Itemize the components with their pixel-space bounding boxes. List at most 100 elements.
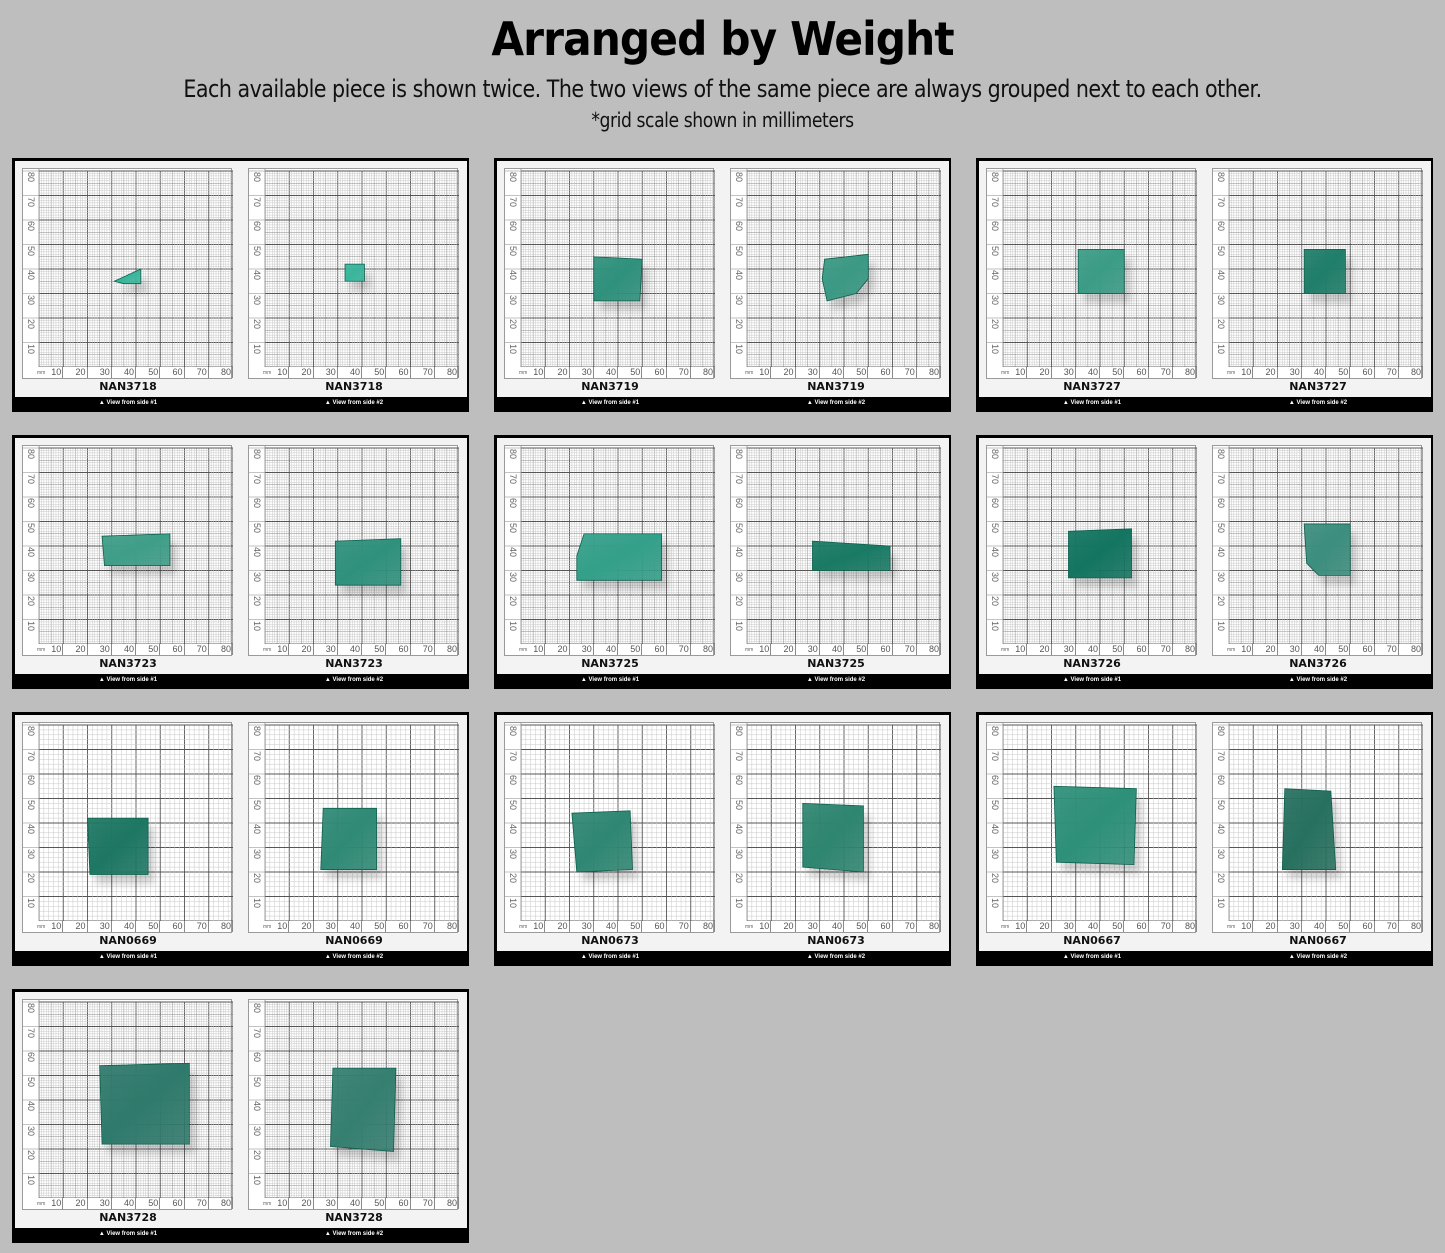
x-tick-label: 60 bbox=[1362, 367, 1375, 378]
view-side-1[interactable]: 80 70 60 50 40 30 20 10 mm 10 20 30 40 50 60 70 80 NAN0… bbox=[15, 715, 241, 951]
y-tick-label: 20 bbox=[252, 873, 262, 884]
x-tick-label: 70 bbox=[904, 921, 917, 932]
x-tick-label: 30 bbox=[807, 921, 820, 932]
y-tick-label: 60 bbox=[508, 775, 518, 786]
x-tick-label: 30 bbox=[99, 367, 112, 378]
y-tick-label: 10 bbox=[990, 343, 1000, 354]
y-tick-label: 70 bbox=[508, 750, 518, 761]
x-tick-label: 20 bbox=[75, 644, 88, 655]
x-tick-label: 10 bbox=[277, 367, 290, 378]
view-side-2[interactable]: 80 70 60 50 40 30 20 10 mm 10 20 30 40 50 60 70 80 NAN3… bbox=[723, 161, 949, 397]
y-tick-label: 80 bbox=[990, 172, 1000, 183]
view-side-2[interactable]: 80 70 60 50 40 30 20 10 mm 10 20 30 40 50 60 70 80 NAN0… bbox=[723, 715, 949, 951]
y-tick-label: 50 bbox=[734, 799, 744, 810]
view-side-1[interactable]: 80 70 60 50 40 30 20 10 mm 10 20 30 40 50 60 70 80 NAN0… bbox=[497, 715, 723, 951]
x-tick-label: 70 bbox=[678, 921, 691, 932]
y-tick-label: 40 bbox=[1216, 547, 1226, 558]
piece-id-label: NAN3725 bbox=[581, 657, 639, 670]
y-tick-label: 70 bbox=[990, 196, 1000, 207]
y-tick-label: 40 bbox=[1216, 270, 1226, 281]
piece-id-label: NAN3726 bbox=[1289, 657, 1347, 670]
x-tick-label: 70 bbox=[904, 644, 917, 655]
x-axis: mm 10 20 30 40 50 60 70 80 bbox=[1212, 644, 1423, 656]
x-tick-label: 70 bbox=[904, 367, 917, 378]
y-tick-label: 50 bbox=[252, 245, 262, 256]
view-side-2[interactable]: 80 70 60 50 40 30 20 10 mm 10 20 30 40 50 60 70 80 NAN0… bbox=[241, 715, 467, 951]
y-tick-label: 70 bbox=[990, 473, 1000, 484]
x-tick-label: 80 bbox=[446, 367, 459, 378]
x-tick-label: 70 bbox=[196, 367, 209, 378]
view-side-2[interactable]: 80 70 60 50 40 30 20 10 mm 10 20 30 40 50 60 70 80 NAN3… bbox=[241, 992, 467, 1228]
view-side-2[interactable]: 80 70 60 50 40 30 20 10 mm 10 20 30 40 50 60 70 80 NAN3… bbox=[723, 438, 949, 674]
view-side-2[interactable]: 80 70 60 50 40 30 20 10 mm 10 20 30 40 50 60 70 80 NAN0… bbox=[1205, 715, 1431, 951]
y-tick-label: 10 bbox=[1216, 897, 1226, 908]
x-tick-label: 10 bbox=[51, 1198, 64, 1209]
piece-card-nan0673[interactable]: 80 70 60 50 40 30 20 10 mm 10 20 30 40 50 60 70 80 NAN0… bbox=[494, 712, 951, 966]
y-tick-label: 20 bbox=[252, 596, 262, 607]
piece-id-label: NAN3726 bbox=[1063, 657, 1121, 670]
x-tick-label: 40 bbox=[123, 367, 136, 378]
unit-label: mm bbox=[37, 370, 46, 376]
y-tick-label: 10 bbox=[1216, 343, 1226, 354]
piece-card-nan3726[interactable]: 80 70 60 50 40 30 20 10 mm 10 20 30 40 50 60 70 80 NAN3… bbox=[976, 435, 1433, 689]
y-tick-label: 10 bbox=[252, 343, 262, 354]
x-tick-label: 20 bbox=[1039, 367, 1052, 378]
view-side-2[interactable]: 80 70 60 50 40 30 20 10 mm 10 20 30 40 50 60 70 80 NAN3… bbox=[1205, 161, 1431, 397]
y-tick-label: 80 bbox=[734, 726, 744, 737]
x-tick-label: 80 bbox=[1184, 367, 1197, 378]
view-side-1[interactable]: 80 70 60 50 40 30 20 10 mm 10 20 30 40 50 60 70 80 NAN3… bbox=[15, 161, 241, 397]
x-tick-label: 50 bbox=[1112, 644, 1125, 655]
x-axis: mm 10 20 30 40 50 60 70 80 bbox=[730, 644, 941, 656]
x-tick-label: 60 bbox=[172, 1198, 185, 1209]
view-side-2[interactable]: 80 70 60 50 40 30 20 10 mm 10 20 30 40 50 60 70 80 NAN3… bbox=[241, 161, 467, 397]
page-title: Arranged by Weight bbox=[491, 12, 954, 66]
mm-grid: 80 70 60 50 40 30 20 10 bbox=[730, 445, 941, 646]
unit-label: mm bbox=[37, 1201, 46, 1207]
y-tick-label: 30 bbox=[734, 571, 744, 582]
view-side-2[interactable]: 80 70 60 50 40 30 20 10 mm 10 20 30 40 50 60 70 80 NAN3… bbox=[1205, 438, 1431, 674]
y-tick-label: 40 bbox=[990, 824, 1000, 835]
x-tick-label: 50 bbox=[374, 921, 387, 932]
view-side-1[interactable]: 80 70 60 50 40 30 20 10 mm 10 20 30 40 50 60 70 80 NAN3… bbox=[979, 438, 1205, 674]
piece-id-label: NAN3725 bbox=[807, 657, 865, 670]
x-tick-label: 80 bbox=[702, 367, 715, 378]
x-axis: mm 10 20 30 40 50 60 70 80 bbox=[730, 921, 941, 933]
view-side-1[interactable]: 80 70 60 50 40 30 20 10 mm 10 20 30 40 50 60 70 80 NAN0… bbox=[979, 715, 1205, 951]
y-tick-label: 10 bbox=[252, 897, 262, 908]
piece-card-nan3728[interactable]: 80 70 60 50 40 30 20 10 mm 10 20 30 40 50 60 70 80 NAN3… bbox=[12, 989, 469, 1243]
view-side-1[interactable]: 80 70 60 50 40 30 20 10 mm 10 20 30 40 50 60 70 80 NAN3… bbox=[15, 992, 241, 1228]
y-tick-label: 40 bbox=[252, 824, 262, 835]
y-tick-label: 50 bbox=[990, 799, 1000, 810]
piece-card-nan3718[interactable]: 80 70 60 50 40 30 20 10 mm 10 20 30 40 50 60 70 80 NAN3… bbox=[12, 158, 469, 412]
x-axis: mm 10 20 30 40 50 60 70 80 bbox=[1212, 921, 1423, 933]
y-tick-label: 50 bbox=[26, 245, 36, 256]
caption-side-2: ▲ View from side #2 bbox=[1288, 400, 1348, 406]
piece-card-nan3723[interactable]: 80 70 60 50 40 30 20 10 mm 10 20 30 40 50 60 70 80 NAN3… bbox=[12, 435, 469, 689]
y-tick-label: 30 bbox=[26, 848, 36, 859]
piece-card-nan3725[interactable]: 80 70 60 50 40 30 20 10 mm 10 20 30 40 50 60 70 80 NAN3… bbox=[494, 435, 951, 689]
piece-card-nan0667[interactable]: 80 70 60 50 40 30 20 10 mm 10 20 30 40 50 60 70 80 NAN0… bbox=[976, 712, 1433, 966]
x-axis: mm 10 20 30 40 50 60 70 80 bbox=[22, 1198, 233, 1210]
y-tick-label: 70 bbox=[252, 750, 262, 761]
piece-card-nan0669[interactable]: 80 70 60 50 40 30 20 10 mm 10 20 30 40 50 60 70 80 NAN0… bbox=[12, 712, 469, 966]
y-tick-label: 10 bbox=[1216, 620, 1226, 631]
unit-label: mm bbox=[745, 370, 754, 376]
x-tick-label: 80 bbox=[702, 644, 715, 655]
view-side-1[interactable]: 80 70 60 50 40 30 20 10 mm 10 20 30 40 50 60 70 80 NAN3… bbox=[497, 161, 723, 397]
x-axis: mm 10 20 30 40 50 60 70 80 bbox=[248, 644, 459, 656]
piece-id-label: NAN3718 bbox=[325, 380, 383, 393]
x-tick-label: 40 bbox=[1087, 921, 1100, 932]
piece-card-nan3719[interactable]: 80 70 60 50 40 30 20 10 mm 10 20 30 40 50 60 70 80 NAN3… bbox=[494, 158, 951, 412]
x-tick-label: 70 bbox=[422, 1198, 435, 1209]
view-side-1[interactable]: 80 70 60 50 40 30 20 10 mm 10 20 30 40 50 60 70 80 NAN3… bbox=[497, 438, 723, 674]
x-tick-label: 30 bbox=[99, 644, 112, 655]
view-side-2[interactable]: 80 70 60 50 40 30 20 10 mm 10 20 30 40 50 60 70 80 NAN3… bbox=[241, 438, 467, 674]
unit-label: mm bbox=[263, 370, 272, 376]
y-tick-label: 60 bbox=[1216, 775, 1226, 786]
piece-card-nan3727[interactable]: 80 70 60 50 40 30 20 10 mm 10 20 30 40 50 60 70 80 NAN3… bbox=[976, 158, 1433, 412]
y-tick-label: 80 bbox=[1216, 726, 1226, 737]
x-tick-label: 30 bbox=[1063, 921, 1076, 932]
view-side-1[interactable]: 80 70 60 50 40 30 20 10 mm 10 20 30 40 50 60 70 80 NAN3… bbox=[979, 161, 1205, 397]
y-tick-label: 40 bbox=[508, 270, 518, 281]
view-side-1[interactable]: 80 70 60 50 40 30 20 10 mm 10 20 30 40 50 60 70 80 NAN3… bbox=[15, 438, 241, 674]
